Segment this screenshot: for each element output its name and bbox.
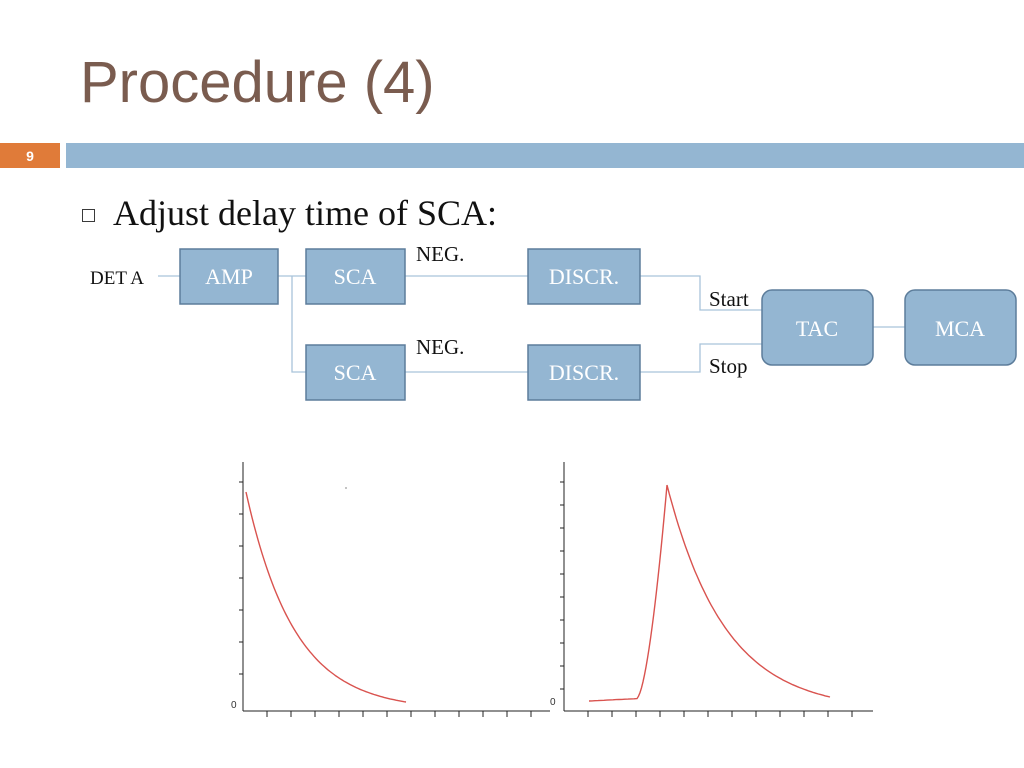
plot-left-curve [245,491,407,703]
block-discr-top-label: DISCR. [549,264,619,289]
slide-number: 9 [26,147,34,164]
plot-left-axes [242,462,550,712]
block-discr-top-box [527,248,641,305]
line-discr-tac-start [640,275,762,311]
block-sca-bottom-label: SCA [334,360,377,385]
neg-label-bottom: NEG. [416,335,464,359]
block-tac-box [761,289,874,366]
block-mca: MCA [904,289,1017,366]
neg-label-top: NEG. [416,242,464,266]
block-tac: TAC [761,289,874,366]
block-sca-top-label: SCA [334,264,377,289]
line-amp-branch [291,276,306,373]
block-discr-top: DISCR. [527,248,641,305]
plot-left-ticks [239,481,532,717]
slide-title: Procedure (4) [80,50,435,115]
block-sca-bottom: SCA [305,344,406,401]
plot-left-speck [345,487,347,489]
block-amp: AMP [179,248,279,305]
plot-right: 0 [550,462,873,717]
plot-left-zero-label: 0 [231,700,237,711]
block-discr-bottom-label: DISCR. [549,360,619,385]
block-mca-label: MCA [935,316,985,341]
plot-right-ticks [560,481,853,717]
square-bullet-icon [82,208,95,222]
block-diagram: AMP SCA DISCR. SCA DISCR. TAC MCA DET A … [90,242,1017,401]
block-sca-bottom-box [305,344,406,401]
accent-bar [66,143,1024,168]
connector-lines [158,275,905,373]
block-amp-label: AMP [205,264,253,289]
bullet-item: Adjust delay time of SCA: [82,192,497,234]
line-discr-tac-stop [640,343,762,373]
block-sca-top: SCA [305,248,406,305]
block-tac-label: TAC [796,316,838,341]
block-mca-box [904,289,1017,366]
block-discr-bottom-box [527,344,641,401]
block-amp-box [179,248,279,305]
plot-right-zero-label: 0 [550,697,556,708]
spectrum-plots: 0 0 [231,462,873,717]
block-discr-bottom: DISCR. [527,344,641,401]
start-label: Start [709,287,749,311]
block-sca-top-box [305,248,406,305]
input-label: DET A [90,268,144,289]
plot-left: 0 [231,462,550,717]
plot-right-axes [563,462,873,712]
stop-label: Stop [709,354,748,378]
plot-right-curve [588,484,831,702]
bullet-text: Adjust delay time of SCA: [113,193,497,233]
slide-number-badge: 9 [0,143,60,168]
